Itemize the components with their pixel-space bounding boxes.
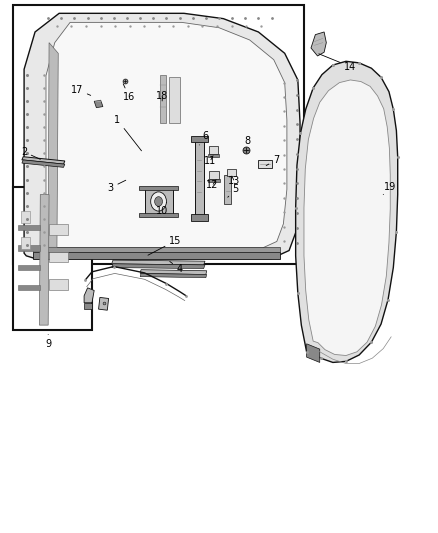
Polygon shape — [49, 224, 68, 235]
Polygon shape — [22, 160, 65, 167]
Text: 2: 2 — [21, 147, 40, 159]
Polygon shape — [18, 285, 40, 290]
Polygon shape — [209, 171, 219, 179]
Polygon shape — [208, 154, 219, 157]
Text: 3: 3 — [108, 180, 126, 192]
Text: 12: 12 — [206, 180, 219, 190]
Polygon shape — [258, 160, 272, 168]
Polygon shape — [208, 179, 220, 182]
Polygon shape — [169, 77, 180, 123]
Polygon shape — [48, 43, 58, 247]
Text: 15: 15 — [148, 236, 181, 255]
Polygon shape — [112, 264, 205, 269]
Text: 8: 8 — [244, 136, 251, 150]
Polygon shape — [139, 213, 178, 217]
Polygon shape — [195, 139, 204, 219]
Text: 7: 7 — [266, 155, 279, 166]
Polygon shape — [18, 245, 40, 251]
Circle shape — [155, 197, 162, 206]
Polygon shape — [18, 225, 40, 230]
Polygon shape — [49, 279, 68, 290]
Text: 6: 6 — [199, 131, 209, 145]
Polygon shape — [307, 344, 320, 362]
Polygon shape — [296, 61, 398, 362]
Text: 4: 4 — [170, 262, 183, 273]
Polygon shape — [140, 270, 207, 274]
Polygon shape — [33, 247, 280, 252]
Polygon shape — [191, 136, 208, 142]
Text: 16: 16 — [123, 84, 135, 102]
Polygon shape — [140, 273, 207, 278]
Polygon shape — [99, 297, 109, 310]
Polygon shape — [224, 175, 231, 204]
Polygon shape — [191, 214, 208, 221]
Text: 11: 11 — [204, 156, 216, 166]
Polygon shape — [39, 195, 49, 325]
Text: 18: 18 — [156, 91, 169, 101]
Text: 14: 14 — [319, 54, 357, 71]
Polygon shape — [18, 265, 40, 270]
Text: 17: 17 — [71, 85, 91, 95]
Polygon shape — [139, 186, 178, 190]
Polygon shape — [21, 237, 30, 249]
Polygon shape — [84, 288, 94, 303]
Polygon shape — [112, 260, 205, 265]
Polygon shape — [24, 13, 300, 259]
Polygon shape — [209, 146, 218, 154]
Text: 5: 5 — [228, 184, 239, 197]
Polygon shape — [22, 157, 65, 164]
Polygon shape — [84, 303, 92, 309]
Circle shape — [151, 192, 166, 211]
Polygon shape — [145, 188, 173, 215]
Text: 1: 1 — [114, 115, 141, 151]
Bar — [13, 187, 92, 330]
Polygon shape — [46, 22, 287, 248]
Polygon shape — [94, 100, 103, 108]
Text: 9: 9 — [45, 335, 51, 349]
Polygon shape — [311, 32, 326, 56]
Polygon shape — [304, 80, 390, 356]
Polygon shape — [49, 252, 68, 262]
Polygon shape — [33, 252, 280, 259]
Text: 10: 10 — [156, 203, 168, 215]
Polygon shape — [21, 211, 30, 223]
Text: 19: 19 — [383, 182, 396, 195]
Polygon shape — [160, 75, 166, 123]
Bar — [13, 5, 304, 264]
Text: 13: 13 — [228, 176, 240, 186]
Polygon shape — [227, 169, 236, 176]
